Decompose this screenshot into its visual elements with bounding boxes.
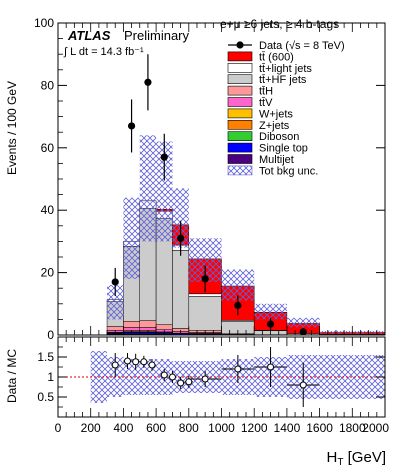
x-tick-label-3: 600 <box>146 421 166 435</box>
ratio-points <box>111 347 320 407</box>
legend-label-7: Diboson <box>259 131 299 143</box>
y-tick-label-2: 40 <box>41 203 55 217</box>
data-point-5 <box>201 275 209 283</box>
x-tick-label-10: 2000 <box>362 421 389 435</box>
ratio-point-4 <box>148 361 156 369</box>
ratio-point-8 <box>185 378 193 386</box>
stack-bar-6-3 <box>155 324 173 330</box>
unc-band-bin-3 <box>156 141 173 242</box>
legend-label-9: Multijet <box>259 154 294 166</box>
data-point-2 <box>144 78 152 86</box>
channel-label: e+μ ≥6 jets, ≥ 4 b-tags <box>220 17 339 31</box>
stack-bar-8-5 <box>188 293 222 297</box>
background-uncertainty-band <box>107 135 385 334</box>
unc-band-bin-0 <box>107 285 124 320</box>
legend-swatch-8 <box>227 142 253 153</box>
ratio-band-bin-12 <box>352 355 369 399</box>
stack-bar-7-4 <box>172 250 190 329</box>
data-point-7 <box>266 320 275 328</box>
legend-unc-label: Tot bkg unc. <box>259 165 318 177</box>
unc-band-bin-2 <box>139 135 157 242</box>
ratio-point-9 <box>201 375 209 383</box>
legend-swatch-6 <box>227 120 253 130</box>
legend-label-2: tt̄+HF jets <box>259 74 307 86</box>
legend-label-1: tt̄+light jets <box>259 62 312 74</box>
stack-bar-6-0 <box>106 326 124 331</box>
ratio-point-1 <box>123 357 131 365</box>
ratio-point-2 <box>132 358 140 366</box>
x-tick-label-9: 1800 <box>339 421 366 435</box>
ratio-point-5 <box>160 371 168 379</box>
atlas-label: ATLAS <box>67 28 111 43</box>
x-axis-title-main: H <box>327 449 338 466</box>
x-tick-label-2: 400 <box>113 421 133 435</box>
ratio-point-11 <box>267 363 275 371</box>
stack-bar-6-2 <box>139 320 157 328</box>
legend-label-8: Single top <box>259 143 308 155</box>
ratio-y-tick-label-0: 0.5 <box>37 390 54 404</box>
legend-label-6: Z+jets <box>259 120 290 132</box>
y-tick-label-1: 20 <box>41 266 55 280</box>
ratio-band-bin-11 <box>335 355 353 399</box>
legend-swatch-1 <box>227 62 253 73</box>
ratio-y-axis-title: Data / MC <box>5 349 19 403</box>
data-point-6 <box>234 301 242 309</box>
main-y-axis: 0 20 40 60 80 100 <box>34 16 386 342</box>
legend: Data (√s = 8 TeV)tt̄ (600)tt̄+light jets… <box>227 40 345 177</box>
legend-label-3: tt̄H <box>259 85 273 97</box>
legend-swatch-3 <box>227 85 253 96</box>
ratio-point-3 <box>140 358 148 366</box>
legend-swatch-7 <box>227 131 253 141</box>
y-tick-label-5: 100 <box>34 16 54 30</box>
legend-swatch-2 <box>227 74 253 84</box>
data-point-4 <box>177 234 185 242</box>
x-axis-title-sub: T <box>337 457 343 467</box>
legend-label-0: tt̄ (600) <box>259 51 294 63</box>
x-tick-label-5: 1000 <box>208 421 235 435</box>
stack-bar-7-5 <box>188 296 222 331</box>
y-tick-label-0: 0 <box>47 328 54 342</box>
legend-swatch-9 <box>227 154 253 164</box>
legend-swatch-4 <box>227 97 253 107</box>
unc-band-bin-7 <box>254 303 287 320</box>
legend-label-4: tt̄V <box>259 97 273 109</box>
x-tick-label-4: 800 <box>179 421 199 435</box>
ratio-point-0 <box>111 361 119 369</box>
luminosity-label: ∫ L dt = 14.3 fb⁻¹ <box>63 46 144 58</box>
x-tick-label-7: 1400 <box>274 421 301 435</box>
legend-label-5: W+jets <box>259 108 293 120</box>
legend-unc-swatch <box>227 165 253 176</box>
x-tick-label-0: 0 <box>55 421 62 435</box>
ratio-point-6 <box>168 373 176 381</box>
x-tick-label-1: 200 <box>81 421 101 435</box>
ratio-point-7 <box>177 379 185 387</box>
ratio-point-12 <box>299 381 307 389</box>
data-point-3 <box>160 153 168 161</box>
data-point-0 <box>111 278 119 286</box>
x-axis-title-unit: [GeV] <box>343 449 386 466</box>
x-tick-label-8: 1600 <box>306 421 333 435</box>
data-points <box>111 54 307 336</box>
legend-swatch-0 <box>227 51 253 62</box>
legend-data-marker <box>236 41 244 49</box>
data-point-1 <box>127 122 136 130</box>
ratio-y-tick-label-2: 1.5 <box>37 350 54 364</box>
legend-swatch-5 <box>227 108 253 119</box>
legend-data-label: Data (√s = 8 TeV) <box>259 40 345 52</box>
unc-band-bin-8 <box>286 317 320 328</box>
x-tick-label-6: 1200 <box>241 421 268 435</box>
unc-band-bin-1 <box>123 197 140 279</box>
ratio-y-tick-label-1: 1 <box>47 370 54 384</box>
x-axis-title: HT [GeV] <box>327 449 386 467</box>
y-tick-label-4: 80 <box>41 78 55 92</box>
ratio-axes: 0.5 1 1.5 0 200 400 600 800 1000 1200 1400 1600 1800… <box>37 337 389 435</box>
stack-bar-6-1 <box>123 321 141 328</box>
y-tick-label-3: 60 <box>41 141 55 155</box>
unc-band-bin-4 <box>172 188 189 248</box>
ratio-point-10 <box>234 365 242 373</box>
preliminary-label: Preliminary <box>124 28 190 43</box>
y-axis-title: Events / 100 GeV <box>5 81 19 175</box>
